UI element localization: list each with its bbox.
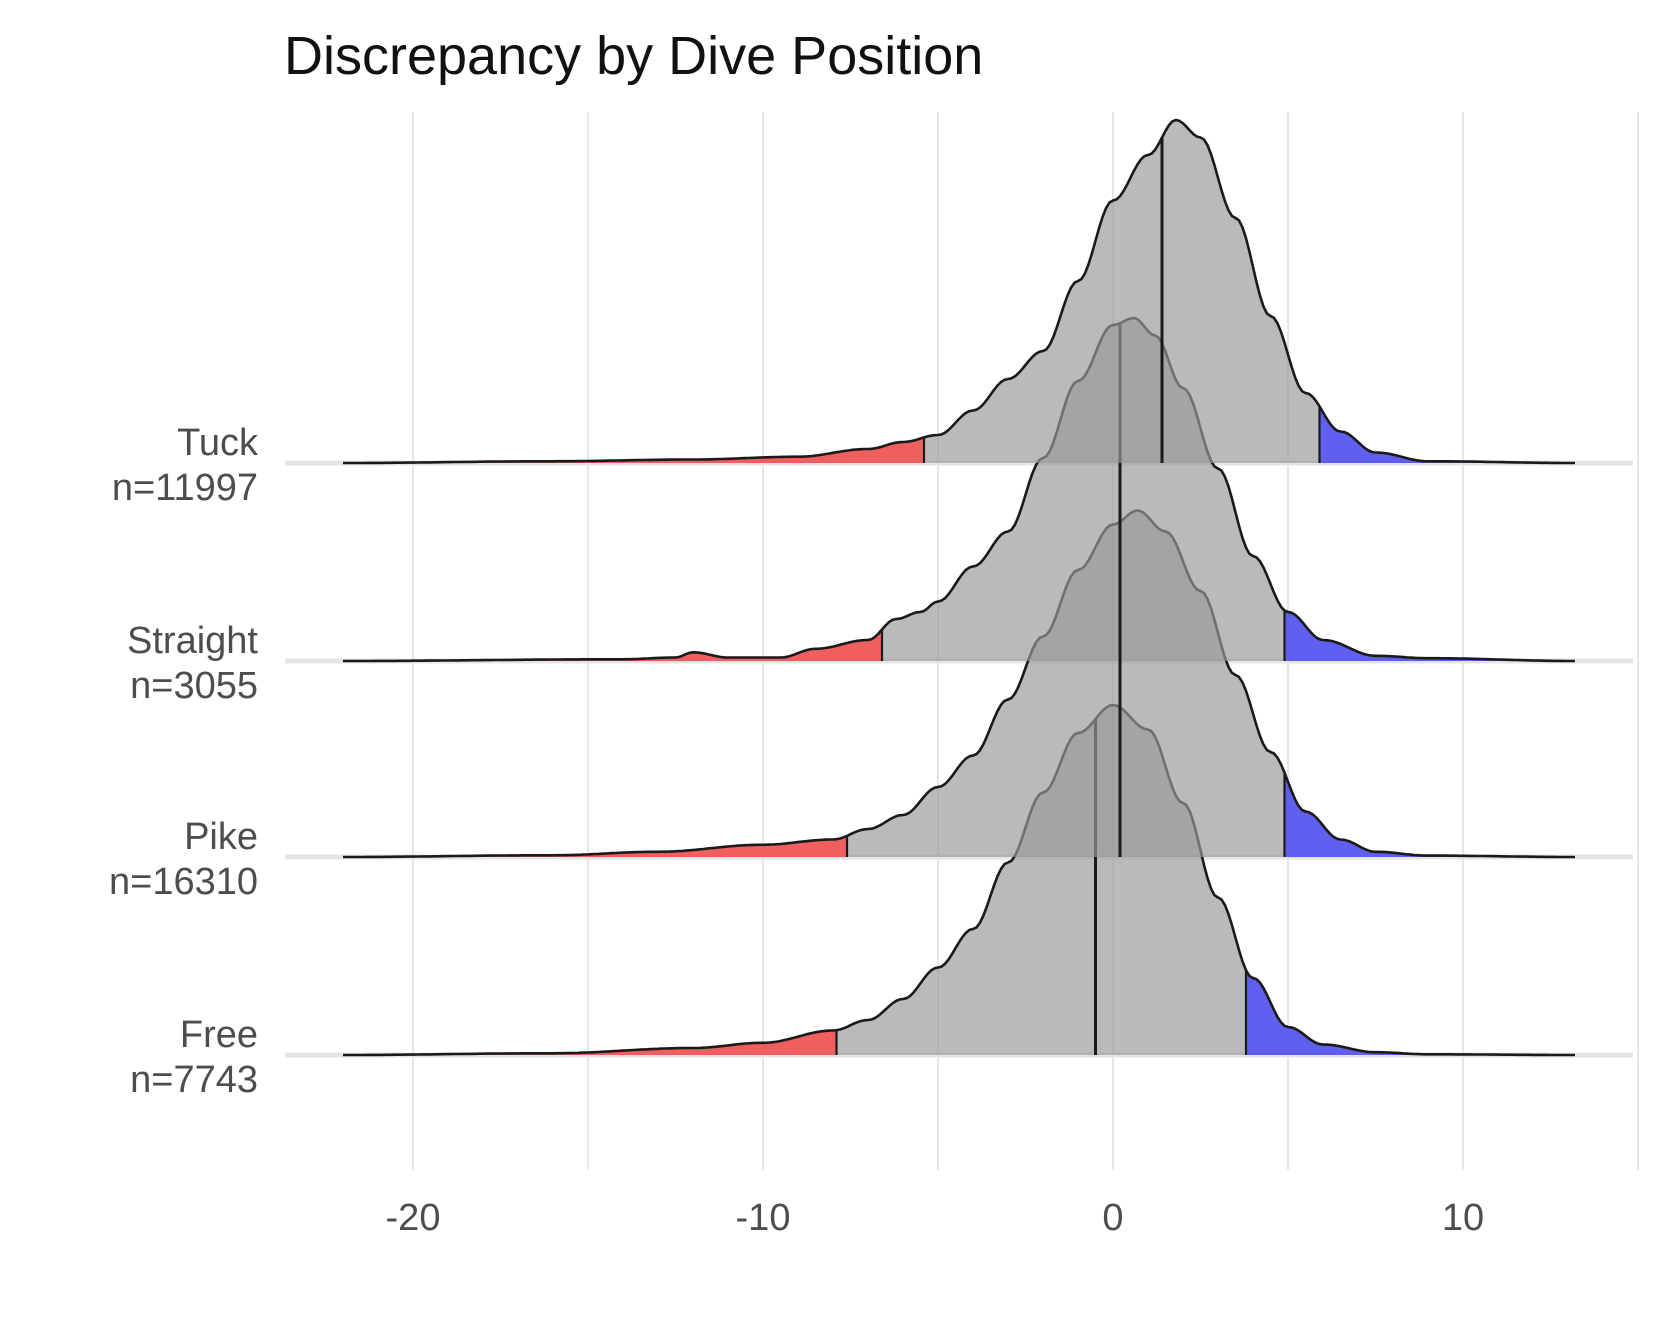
ridge-free [343,703,1575,1057]
row-count-straight: n=3055 [130,665,258,707]
row-count-free: n=7743 [130,1059,258,1101]
ridge-lower-tail-free [343,1030,837,1055]
ridge-outline-tuck [343,118,1575,465]
ridge-outline-straight [343,316,1575,663]
ridge-body-tuck [343,120,1575,463]
x-tick-label--20: -20 [386,1197,441,1239]
ridge-upper-tail-free [1246,970,1575,1055]
ridge-pike [343,509,1575,859]
ridge-body-free [343,705,1575,1055]
ridge-outline-pike [343,509,1575,859]
ridge-tuck [343,118,1575,465]
ridge-upper-tail-pike [1284,772,1575,857]
density-ridges [343,118,1575,1057]
ridge-outline-free [343,703,1575,1057]
chart-title: Discrepancy by Dive Position [284,26,983,86]
x-axis-ticks: -20 -10 0 10 [386,1197,1485,1239]
row-label-pike: Pike [184,816,258,858]
ridge-body-straight [343,318,1575,661]
row-count-pike: n=16310 [109,861,258,903]
ridge-body-pike [343,510,1575,857]
row-count-tuck: n=11997 [112,467,258,509]
ridge-straight [343,316,1575,663]
row-label-tuck: Tuck [177,422,259,464]
x-tick-label-0: 0 [1102,1197,1123,1239]
x-tick-label-10: 10 [1442,1197,1484,1239]
ridge-upper-tail-straight [1284,610,1575,661]
row-label-free: Free [180,1014,258,1056]
x-tick-label--10: -10 [736,1197,791,1239]
row-label-straight: Straight [127,620,258,662]
ridge-lower-tail-tuck [343,437,924,463]
ridge-lower-tail-pike [343,835,847,857]
ridge-upper-tail-tuck [1319,406,1575,463]
ridge-lower-tail-straight [343,629,882,661]
